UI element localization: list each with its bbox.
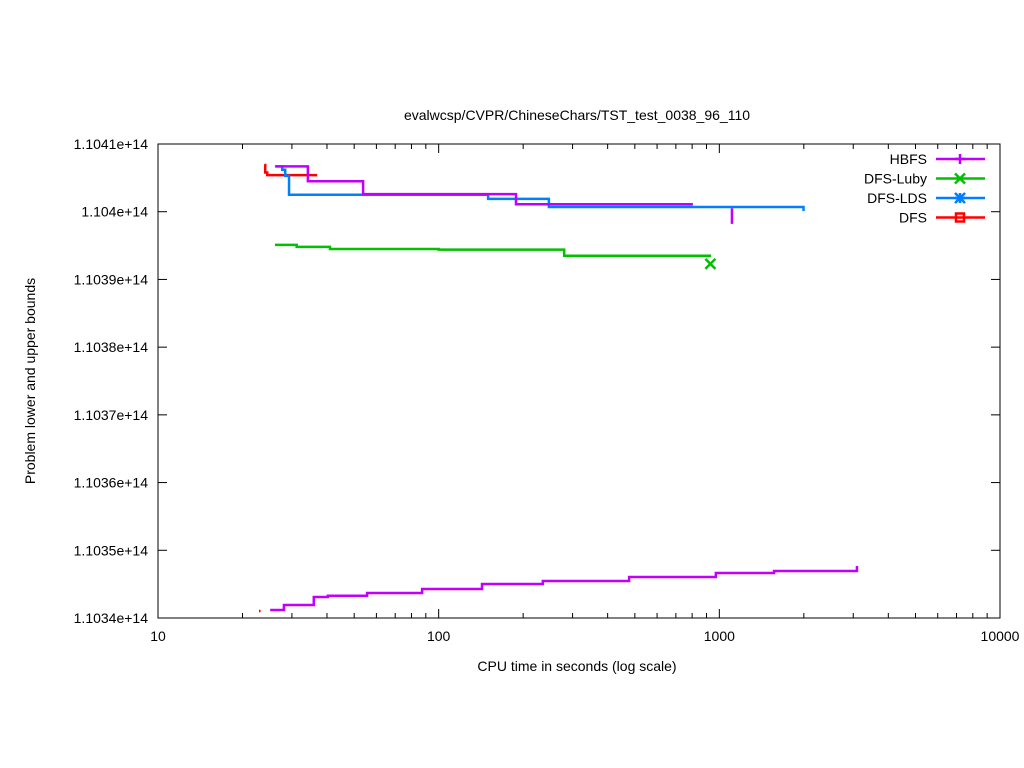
- y-axis-label: Problem lower and upper bounds: [22, 278, 38, 484]
- legend-marker: [954, 192, 966, 204]
- legend-label: HBFS: [890, 151, 927, 167]
- x-axis-label: CPU time in seconds (log scale): [477, 658, 676, 674]
- upper-bound-line: [274, 243, 712, 257]
- plot-border: [157, 143, 1001, 619]
- x-tick-label: 100: [427, 628, 451, 644]
- legend-entry-dfs: DFS: [899, 210, 985, 226]
- axes: 10 100 1000 10000 1.1034e+14 1.1035e+14 1.1036…: [74, 136, 1020, 644]
- y-tick-label: 1.1039e+14: [74, 271, 149, 287]
- y-tick-label: 1.104e+14: [81, 204, 148, 220]
- series-hbfs: [270, 165, 859, 612]
- series-dfs: [258, 163, 318, 613]
- upper-bound-line: [263, 163, 318, 177]
- chart-title: evalwcsp/CVPR/ChineseChars/TST_test_0038…: [404, 107, 750, 123]
- y-tick-label: 1.1035e+14: [74, 542, 149, 558]
- data-point-marker: [704, 257, 717, 270]
- legend-label: DFS-LDS: [867, 190, 927, 206]
- legend-entry-dfs-luby: DFS-Luby: [864, 171, 985, 187]
- legend-marker: [954, 172, 966, 185]
- y-tick-label: 1.1038e+14: [74, 339, 149, 355]
- y-tick-label: 1.1037e+14: [74, 407, 149, 423]
- legend-marker: [955, 154, 965, 164]
- series-dfs-luby: [274, 243, 717, 270]
- upper-bound-line: [275, 165, 693, 206]
- y-tick-label: 1.1036e+14: [74, 475, 149, 491]
- y-tick-label: 1.1034e+14: [74, 610, 149, 626]
- legend-entry-hbfs: HBFS: [890, 151, 985, 167]
- x-tick-label: 1000: [704, 628, 735, 644]
- legend: HBFS DFS-Luby DFS-LDS DFS: [864, 151, 985, 226]
- legend-entry-dfs-lds: DFS-LDS: [867, 190, 985, 206]
- x-tick-label: 10000: [981, 628, 1020, 644]
- lower-bound-line: [270, 565, 859, 612]
- legend-marker: [954, 212, 966, 223]
- legend-label: DFS-Luby: [864, 171, 927, 187]
- x-tick-label: 10: [150, 628, 166, 644]
- legend-label: DFS: [899, 210, 927, 226]
- series-group: [258, 163, 859, 613]
- y-tick-label: 1.1041e+14: [74, 136, 149, 152]
